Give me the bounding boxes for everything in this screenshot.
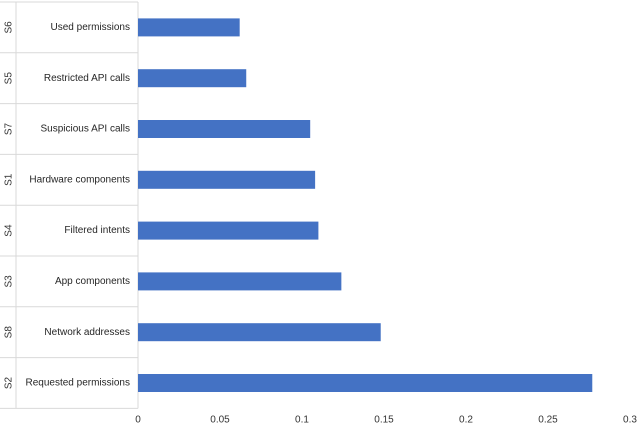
bar (138, 69, 247, 88)
bar (138, 221, 319, 240)
x-tick-label: 0 (135, 414, 141, 423)
bar (138, 374, 593, 392)
category-code-label: S4 (4, 224, 15, 237)
x-tick-label: 0.1 (295, 414, 309, 423)
category-code-label: S2 (4, 376, 15, 389)
category-label: Restricted API calls (44, 73, 130, 84)
category-code-label: S3 (4, 275, 15, 288)
bar (138, 120, 311, 138)
category-code-label: S6 (4, 21, 15, 34)
category-code-label: S1 (4, 173, 15, 186)
x-tick-label: 0.05 (210, 414, 230, 423)
category-code-label: S5 (4, 72, 15, 85)
x-tick-label: 0.25 (538, 414, 558, 423)
category-label: Suspicious API calls (41, 124, 131, 135)
category-label: Hardware components (29, 174, 130, 185)
bar (138, 18, 240, 37)
category-label: Filtered intents (64, 225, 130, 236)
x-tick-label: 0.15 (374, 414, 394, 423)
category-label: Requested permissions (26, 378, 131, 389)
bar (138, 170, 316, 189)
category-label: Network addresses (44, 327, 130, 338)
x-tick-label: 0.3 (623, 414, 637, 423)
category-label: App components (55, 276, 130, 287)
category-code-label: S8 (4, 326, 15, 339)
bar (138, 323, 381, 342)
bar (138, 272, 342, 291)
category-code-label: S7 (4, 122, 15, 135)
category-label: Used permissions (51, 22, 130, 33)
x-tick-label: 0.2 (459, 414, 473, 423)
